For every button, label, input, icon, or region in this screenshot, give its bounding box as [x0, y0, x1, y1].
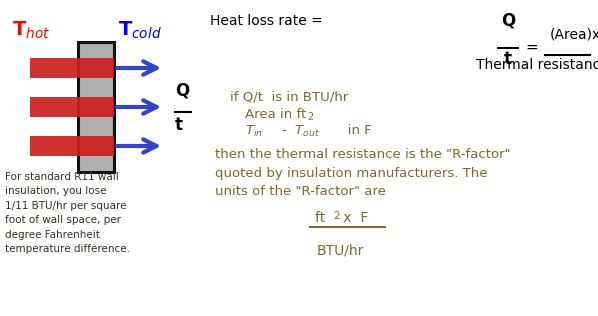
- Text: ft: ft: [315, 211, 329, 225]
- Text: Q: Q: [175, 82, 189, 100]
- Text: Q: Q: [501, 12, 515, 30]
- Text: if Q/t  is in BTU/hr: if Q/t is in BTU/hr: [230, 90, 348, 103]
- Bar: [30, 58, 114, 78]
- Text: 2: 2: [333, 211, 340, 221]
- Text: t: t: [175, 116, 183, 134]
- Text: x  F: x F: [339, 211, 368, 225]
- Text: Thermal resistance of wall: Thermal resistance of wall: [476, 58, 598, 72]
- Bar: [30, 97, 114, 117]
- Text: t: t: [504, 50, 512, 68]
- Text: (Area)x(: (Area)x(: [550, 28, 598, 42]
- Text: BTU/hr: BTU/hr: [316, 243, 364, 257]
- Text: $\mathbf{T}_{hot}$: $\mathbf{T}_{hot}$: [12, 20, 50, 41]
- Text: Heat loss rate =: Heat loss rate =: [210, 14, 327, 28]
- Text: For standard R11 wall
insulation, you lose
1/11 BTU/hr per square
foot of wall s: For standard R11 wall insulation, you lo…: [5, 172, 130, 254]
- Text: -  $T_{out}$: - $T_{out}$: [277, 124, 320, 139]
- Bar: [30, 136, 114, 156]
- Bar: [78, 42, 114, 172]
- Text: $\mathbf{T}_{cold}$: $\mathbf{T}_{cold}$: [118, 20, 162, 41]
- Text: =: =: [525, 40, 538, 54]
- Text: in F: in F: [335, 124, 372, 137]
- Text: $T_{in}$: $T_{in}$: [245, 124, 263, 139]
- Text: 2: 2: [307, 112, 313, 122]
- Text: then the thermal resistance is the "R-factor"
quoted by insulation manufacturers: then the thermal resistance is the "R-fa…: [215, 148, 511, 198]
- Text: Area in ft: Area in ft: [245, 108, 310, 121]
